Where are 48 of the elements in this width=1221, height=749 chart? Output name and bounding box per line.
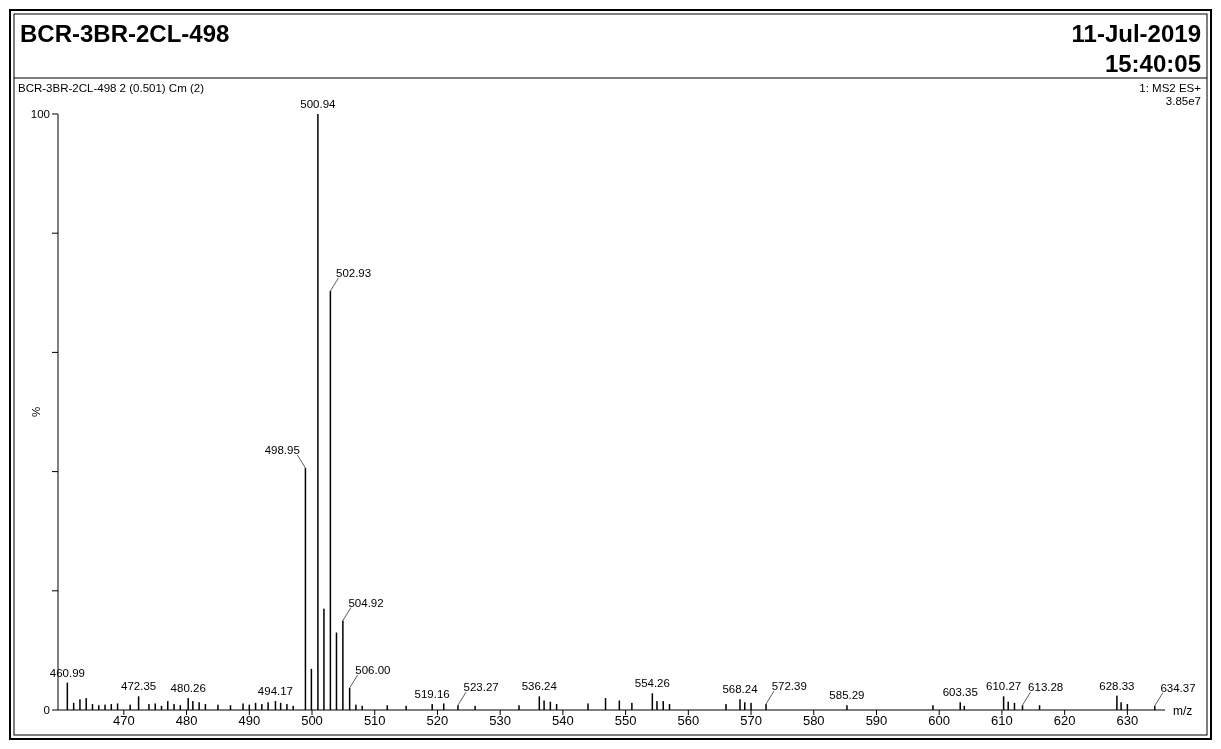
annotation: 603.35: [942, 686, 978, 699]
x-axis-title: m/z: [1173, 704, 1193, 718]
annotation: 634.37: [1160, 681, 1196, 694]
annotation: 613.28: [1028, 681, 1064, 694]
text: 3.85e7: [1165, 95, 1201, 107]
x-tick-label: 510: [363, 713, 386, 728]
x-tick-label: 520: [426, 713, 449, 728]
annotation: 500.94: [300, 98, 337, 110]
chart-title: BCR-3BR-2CL-498: [20, 20, 230, 47]
annotation: 498.95: [264, 444, 300, 457]
x-tick-label: 530: [489, 713, 512, 728]
x-tick-label: 590: [865, 713, 888, 728]
annotation: 554.26: [634, 677, 670, 690]
x-tick-label: 490: [238, 713, 261, 728]
x-tick-label: 560: [677, 713, 700, 728]
x-tick-label: 540: [552, 713, 574, 728]
x-tick-label: 480: [175, 713, 198, 728]
x-tick-label: 620: [1053, 713, 1076, 728]
x-tick-label: 550: [614, 713, 637, 728]
annotation: 472.35: [121, 680, 157, 693]
annotation: 494.17: [257, 685, 294, 698]
annotation: 536.24: [521, 680, 558, 693]
annotation: 504.92: [348, 596, 384, 609]
annotation: 480.26: [170, 682, 206, 695]
y-axis-title: %: [30, 406, 42, 418]
annotation: 523.27: [463, 681, 499, 694]
chart-subtitle: BCR-3BR-2CL-498 2 (0.501) Cm (2): [18, 82, 205, 94]
text: 15:40:05: [1104, 50, 1201, 77]
annotation: 610.27: [986, 680, 1022, 693]
annotation: 585.29: [829, 689, 865, 702]
annotation: 502.93: [336, 267, 372, 280]
x-tick-label: 580: [802, 713, 825, 728]
annotation: 568.24: [722, 683, 759, 696]
annotation: 460.99: [49, 666, 85, 679]
annotation: 628.33: [1099, 679, 1135, 692]
annotation: 506.00: [355, 663, 391, 676]
y-tick-label: 0: [43, 704, 50, 716]
annotation: 572.39: [771, 680, 807, 693]
x-tick-label: 630: [1116, 713, 1139, 728]
text: 11-Jul-2019: [1071, 20, 1201, 47]
x-tick-label: 610: [991, 713, 1013, 728]
x-tick-label: 500: [301, 713, 323, 728]
text: 1: MS2 ES+: [1139, 82, 1202, 94]
annotation: 519.16: [414, 688, 450, 701]
x-tick-label: 470: [113, 713, 135, 728]
x-tick-label: 570: [740, 713, 762, 728]
x-tick-label: 600: [928, 713, 951, 728]
y-tick-label: 100: [30, 108, 50, 120]
